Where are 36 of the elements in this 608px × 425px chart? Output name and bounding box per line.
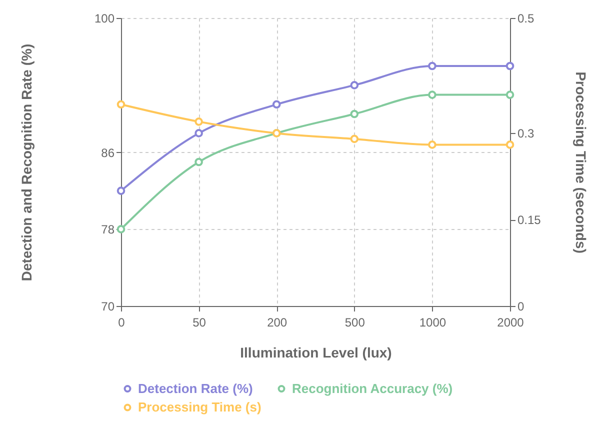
point	[194, 118, 203, 126]
y-tick-label: 86	[101, 146, 115, 160]
point	[116, 100, 126, 109]
x-tick-label: 2000	[497, 316, 524, 330]
legend-label: Processing Time (s)	[138, 400, 262, 414]
y2-axis-title: Processing Time (seconds)	[572, 72, 589, 254]
legend-label: Recognition Accuracy (%)	[292, 380, 453, 396]
y2-tick-label: 0	[518, 300, 524, 314]
point	[350, 110, 359, 118]
point	[350, 134, 359, 144]
point	[272, 100, 281, 109]
x-tick-label: 1000	[419, 316, 446, 330]
point	[428, 62, 436, 70]
x-tick-label: 50	[192, 316, 206, 330]
y2-tick-label: 0.15	[518, 213, 542, 228]
point	[194, 158, 203, 166]
y-tick-label: 70	[101, 300, 115, 314]
y-tick-label: 78	[101, 222, 115, 237]
point	[428, 140, 436, 149]
y-axis-title: Detection and Recognition Rate (%)	[18, 44, 34, 282]
point	[506, 140, 514, 149]
x-tick-label: 500	[344, 316, 366, 330]
y-tick-label: 100	[94, 12, 115, 26]
point	[506, 62, 514, 70]
x-tick-label: 200	[267, 316, 288, 330]
x-tick-label: 0	[118, 316, 126, 330]
legend-label: Detection Rate (%)	[138, 380, 253, 396]
point	[350, 81, 359, 90]
y2-tick-label: 0.3	[518, 126, 535, 141]
point	[194, 129, 203, 138]
point	[116, 225, 126, 234]
x-axis-title: Illumination Level (lux)	[240, 344, 392, 360]
point	[116, 186, 126, 195]
y2-tick-label: 0.5	[518, 12, 535, 26]
point	[506, 90, 514, 99]
point	[428, 90, 436, 99]
